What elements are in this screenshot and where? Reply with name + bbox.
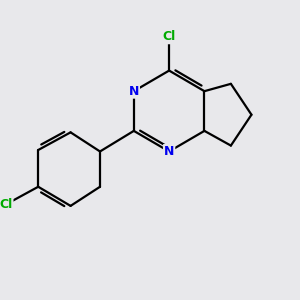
Text: N: N [164, 145, 174, 158]
Text: Cl: Cl [163, 30, 176, 43]
Text: N: N [129, 85, 139, 98]
Text: Cl: Cl [0, 198, 13, 211]
